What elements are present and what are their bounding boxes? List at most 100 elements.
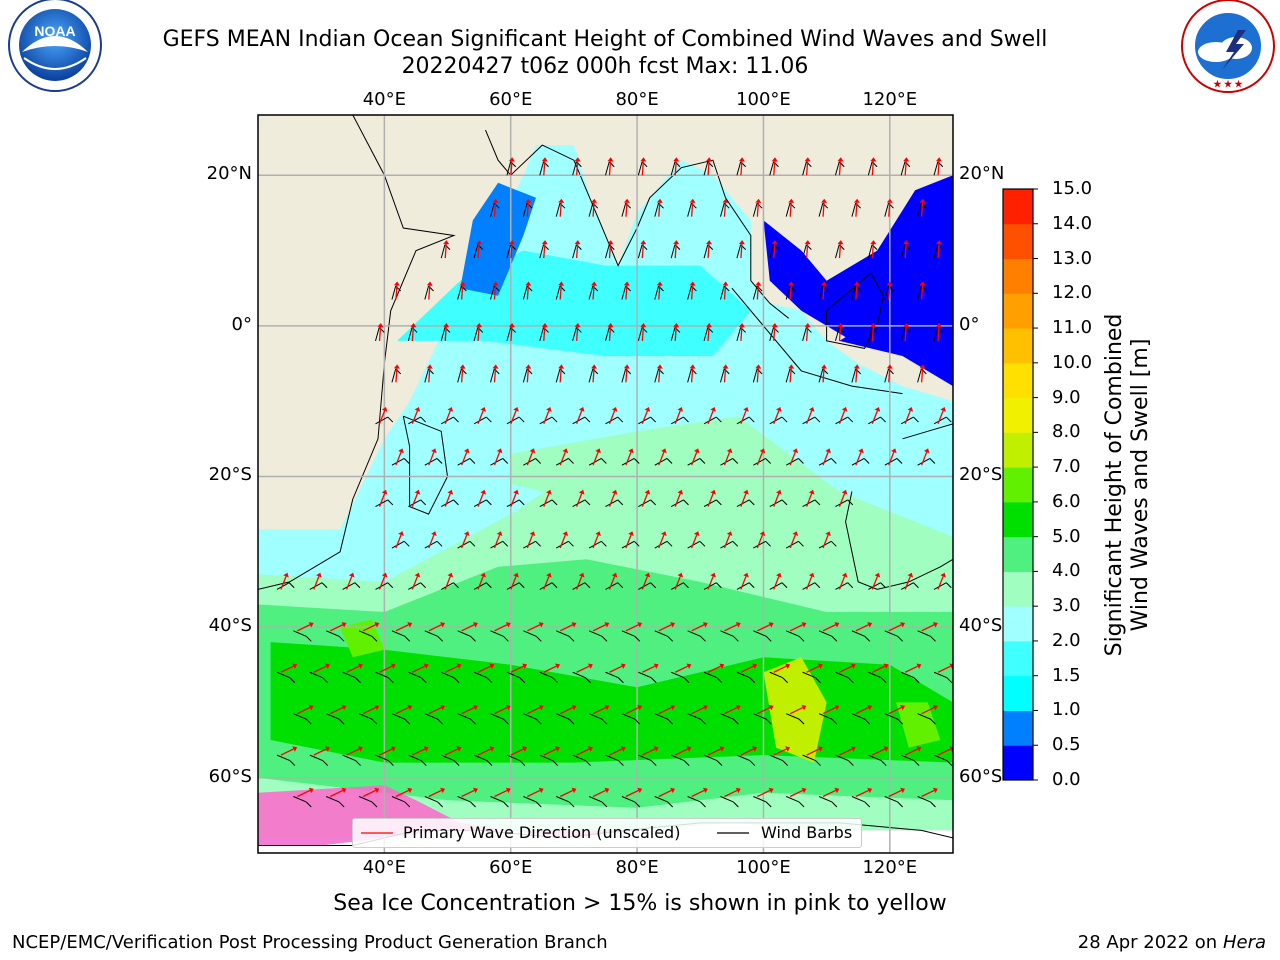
wind-barb-icon	[900, 582, 919, 590]
wave-direction-arrow-icon	[510, 663, 528, 673]
wind-barb-icon	[588, 796, 608, 808]
colorbar-swatch	[1003, 710, 1033, 746]
wind-barb-icon	[638, 754, 657, 766]
wind-barb-icon	[670, 416, 689, 425]
wave-direction-arrow-icon	[921, 704, 938, 715]
wave-direction-arrow-icon	[592, 531, 601, 549]
wind-barb-icon	[818, 796, 838, 808]
wave-direction-arrow-icon	[724, 704, 741, 715]
wave-direction-arrow-icon	[558, 364, 565, 383]
wind-barb-icon	[802, 671, 821, 684]
wind-barb-icon	[654, 713, 674, 725]
wave-direction-arrow-icon	[362, 704, 380, 715]
wave-direction-arrow-icon	[461, 622, 478, 632]
wind-barb-icon	[736, 416, 755, 425]
wave-direction-arrow-icon	[903, 323, 910, 341]
wave-direction-arrow-icon	[592, 787, 610, 798]
wave-direction-arrow-icon	[378, 572, 388, 590]
wave-direction-arrow-icon	[691, 531, 700, 549]
wind-barb-icon	[818, 540, 837, 549]
wind-barb-icon	[605, 416, 624, 425]
wave-direction-arrow-icon	[492, 198, 499, 217]
colorbar-title-line1: Significant Height of Combined	[1102, 313, 1127, 657]
wind-barb-icon	[736, 582, 755, 590]
wave-direction-arrow-icon	[492, 364, 499, 383]
wave-direction-arrow-icon	[377, 323, 384, 341]
wave-direction-arrow-icon	[558, 281, 565, 300]
wave-direction-arrow-icon	[904, 663, 922, 673]
wave-direction-arrow-icon	[788, 198, 795, 217]
colorbar-tick-label: 7.0	[1052, 456, 1081, 478]
wave-direction-arrow-icon	[837, 240, 844, 259]
wave-direction-arrow-icon	[527, 704, 544, 715]
wave-direction-arrow-icon	[886, 281, 893, 300]
wave-direction-arrow-icon	[870, 323, 877, 341]
wave-direction-arrow-icon	[937, 572, 946, 590]
wave-direction-arrow-icon	[691, 704, 708, 715]
wind-barb-icon	[802, 499, 821, 508]
wind-barb-icon	[358, 630, 378, 642]
wind-barb-icon	[736, 754, 756, 766]
lat-tick-label-left: 40°S	[208, 615, 252, 637]
wave-direction-arrow-icon	[493, 448, 503, 466]
wind-barb-icon	[408, 754, 427, 766]
wave-direction-arrow-icon	[656, 198, 663, 217]
wave-direction-arrow-icon	[543, 407, 552, 424]
wind-barb-icon	[818, 713, 838, 725]
wave-direction-arrow-icon	[576, 489, 585, 507]
wave-direction-arrow-icon	[658, 531, 667, 549]
wave-direction-arrow-icon	[625, 448, 634, 466]
wave-direction-arrow-icon	[722, 198, 729, 217]
wave-direction-arrow-icon	[689, 281, 696, 300]
wave-direction-arrow-icon	[559, 531, 569, 549]
wave-direction-arrow-icon	[329, 787, 347, 798]
wave-direction-arrow-icon	[297, 787, 314, 798]
wave-direction-arrow-icon	[691, 787, 708, 798]
wave-direction-arrow-icon	[839, 663, 856, 673]
wave-direction-arrow-icon	[674, 489, 684, 507]
wind-barb-icon	[424, 713, 444, 725]
wind-barb-icon	[424, 458, 443, 466]
wave-direction-arrow-icon	[459, 281, 466, 300]
lat-tick-label-right: 20°N	[959, 163, 1005, 185]
wind-barb-icon	[933, 754, 953, 766]
wind-barb-icon	[539, 671, 559, 684]
wave-direction-arrow-icon	[723, 448, 733, 466]
wave-direction-arrow-icon	[607, 157, 614, 176]
wave-direction-arrow-icon	[395, 787, 413, 798]
wind-barb-icon	[342, 582, 361, 590]
wave-direction-arrow-icon	[936, 323, 942, 341]
wave-direction-arrow-icon	[443, 323, 450, 341]
wave-direction-arrow-icon	[510, 489, 519, 507]
wave-direction-arrow-icon	[757, 787, 774, 798]
wave-direction-arrow-icon	[411, 407, 421, 424]
colorbar-tick-label: 1.5	[1052, 664, 1081, 686]
map-frame	[257, 114, 954, 854]
wave-direction-arrow-icon	[757, 622, 774, 632]
wind-barb-icon	[441, 671, 460, 684]
colorbar-tick-label: 8.0	[1052, 421, 1081, 443]
wave-direction-arrow-icon	[706, 240, 712, 259]
wave-direction-arrow-icon	[526, 448, 536, 466]
lon-tick-label-top: 120°E	[862, 89, 918, 110]
wave-direction-arrow-icon	[543, 489, 552, 507]
wave-direction-arrow-icon	[707, 663, 725, 673]
wave-direction-arrow-icon	[444, 407, 454, 424]
wind-barb-icon	[703, 582, 722, 590]
wave-direction-arrow-icon	[707, 572, 716, 590]
wind-barb-icon	[654, 630, 674, 642]
wave-direction-arrow-icon	[461, 531, 470, 549]
wave-direction-arrow-icon	[280, 663, 298, 673]
colorbar-swatch	[1003, 501, 1033, 538]
wave-direction-arrow-icon	[280, 572, 289, 590]
wind-barb-icon	[753, 630, 772, 642]
wind-barb-icon	[638, 416, 656, 425]
wave-direction-arrow-icon	[658, 448, 667, 466]
wind-barb-icon	[473, 416, 492, 425]
wave-direction-arrow-icon	[297, 622, 314, 632]
wind-barb-icon	[391, 796, 411, 808]
wind-barb-icon	[917, 458, 936, 466]
wave-direction-arrow-icon	[592, 622, 610, 632]
colorbar-tick-label: 15.0	[1052, 178, 1093, 199]
wave-direction-arrow-icon	[494, 787, 511, 798]
